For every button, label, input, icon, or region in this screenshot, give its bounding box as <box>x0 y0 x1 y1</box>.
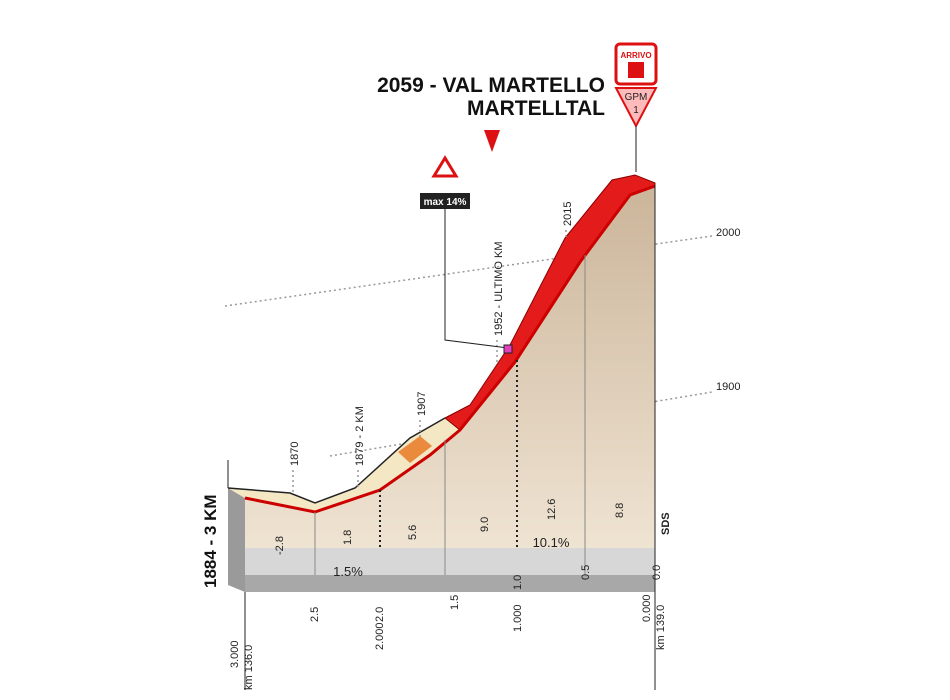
segment-gradient: 5.6 <box>407 525 419 540</box>
km-marker: km 139.0 <box>655 605 667 650</box>
average-gradient: 1.5% <box>333 564 363 579</box>
max-gradient: max 14% <box>424 197 467 208</box>
altitude-label: 1900 <box>716 381 740 393</box>
point-label: 1870 <box>289 442 301 466</box>
km-to-go: 0.0 <box>651 565 663 580</box>
distance-marker: 0.000 <box>641 594 653 622</box>
average-gradient: 10.1% <box>533 535 570 550</box>
gradient-strip <box>245 548 655 575</box>
altitude-label: 2000 <box>716 227 740 239</box>
point-label: 1952 - ULTIMO KM <box>493 241 505 336</box>
pointer <box>444 209 509 349</box>
distance-marker: 2.000 <box>374 622 386 650</box>
profile-edge <box>244 184 656 514</box>
finish-label: ARRIVO <box>620 51 651 60</box>
km-to-go: 1.5 <box>449 595 461 610</box>
base-strip <box>245 575 655 592</box>
max-point <box>503 344 513 354</box>
segment-gradient: 8.8 <box>614 503 626 518</box>
point-label: 1879 - 2 KM <box>354 406 366 466</box>
title: 2059 - VAL MARTELLO <box>377 74 605 97</box>
point-label: 1907 <box>416 392 428 416</box>
start-label: 1884 - 3 KM <box>201 494 220 588</box>
km-to-go: 0.5 <box>580 565 592 580</box>
segment-gradient: 1.8 <box>342 530 354 545</box>
title: MARTELLTAL <box>467 97 605 120</box>
segment-gradient: 12.6 <box>546 499 558 520</box>
km-to-go: 1.0 <box>512 575 524 590</box>
distance-marker: 3.000 <box>229 640 241 668</box>
finish-symbol <box>628 62 644 78</box>
profile-body <box>245 186 655 548</box>
segment-gradient: -2.8 <box>274 536 286 555</box>
profile-edge <box>227 417 446 504</box>
point-label: 2015 <box>562 202 574 226</box>
gpm-label: GPM <box>625 92 648 103</box>
gpm-icon <box>614 87 658 129</box>
gpm-category: 1 <box>633 105 639 116</box>
segment-gradient: 9.0 <box>479 517 491 532</box>
side-face <box>228 488 245 592</box>
medium-section <box>398 436 432 463</box>
km-to-go: 2.0 <box>374 607 386 622</box>
last-km-marker <box>484 130 500 152</box>
distance-marker: 1.000 <box>512 604 524 632</box>
sds: SDS <box>660 512 672 535</box>
max-gradient-box <box>420 193 470 209</box>
km-to-go: 2.5 <box>309 607 321 622</box>
warning-sign <box>431 155 459 178</box>
km-marker: km 136.0 <box>243 645 255 690</box>
